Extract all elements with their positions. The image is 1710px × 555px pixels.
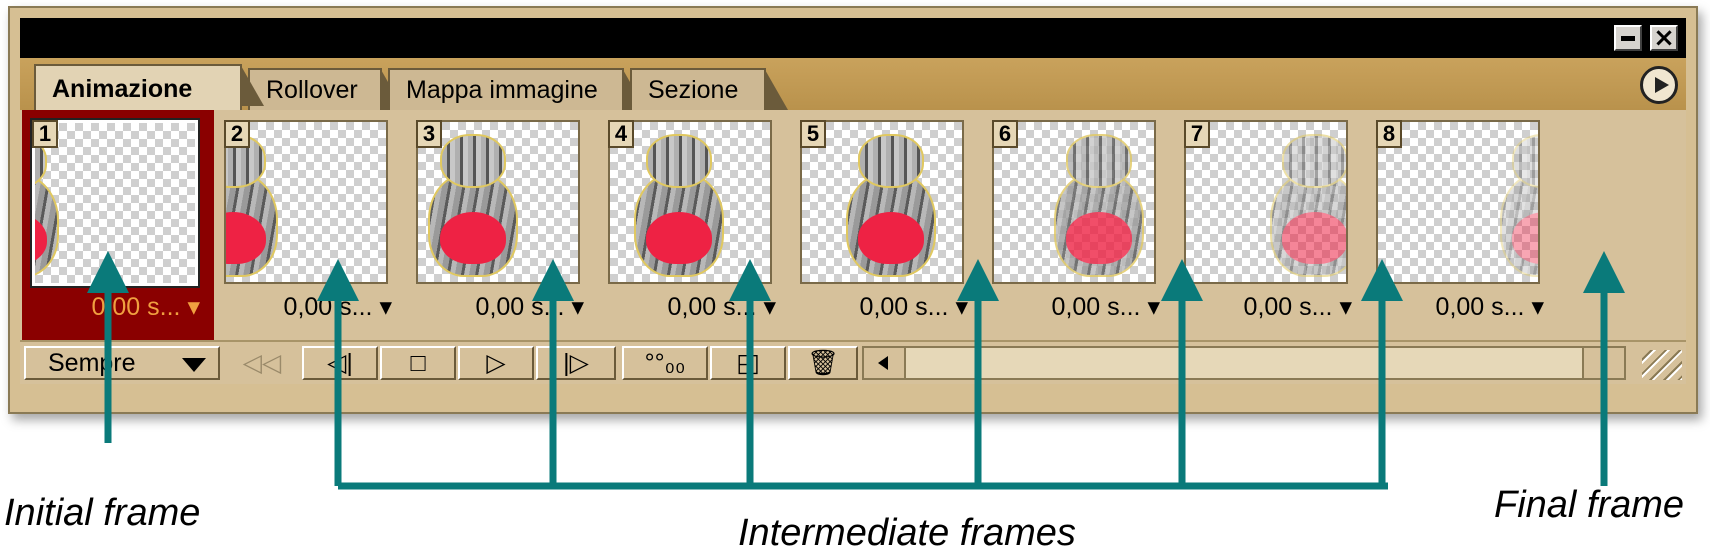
initial-frame-label: Initial frame xyxy=(4,492,201,534)
frame-delay-dropdown[interactable]: 0,00 s... ▾ xyxy=(1243,293,1352,321)
stop-button[interactable]: □ xyxy=(380,346,456,380)
frame-4[interactable]: 4 0,00 s... ▾ xyxy=(598,110,790,340)
cat-image xyxy=(35,135,69,283)
animation-palette: × Animazione Rollover Mappa immagine Sez… xyxy=(8,6,1698,414)
tween-icon: °°₀₀ xyxy=(644,349,686,377)
frame-thumbnail xyxy=(416,120,580,284)
frame-1[interactable]: 1 0,00 s... ▾ xyxy=(22,110,214,340)
close-icon: × xyxy=(1653,23,1675,53)
frame-thumbnail xyxy=(608,120,772,284)
cat-image xyxy=(836,134,946,282)
title-bar[interactable]: × xyxy=(20,18,1686,58)
frame-delay-dropdown[interactable]: 0,00 s... ▾ xyxy=(859,293,968,321)
tab-rollover[interactable]: Rollover xyxy=(248,68,404,110)
frame-number: 1 xyxy=(32,120,58,148)
tab-strip: Animazione Rollover Mappa immagine Sezio… xyxy=(20,58,1686,110)
frame-number: 8 xyxy=(1376,120,1402,148)
animation-toolbar: Sempre ◁◁ ◁| □ ▷ |▷ °°₀₀ ◰ 🗑 xyxy=(20,340,1686,384)
chevron-down-icon xyxy=(182,358,206,372)
tab-animazione[interactable]: Animazione xyxy=(34,64,264,110)
tween-button[interactable]: °°₀₀ xyxy=(622,346,708,380)
frame-thumbnail xyxy=(30,118,200,288)
frame-delay-dropdown[interactable]: 0,00 s... ▾ xyxy=(91,293,200,321)
frame-5[interactable]: 5 0,00 s... ▾ xyxy=(790,110,982,340)
frame-thumbnail xyxy=(1376,120,1540,284)
minimize-button[interactable] xyxy=(1614,25,1642,51)
horizontal-scrollbar[interactable] xyxy=(862,346,1626,380)
frame-thumbnail xyxy=(224,120,388,284)
stop-icon: □ xyxy=(410,349,426,377)
cat-image xyxy=(1044,134,1154,282)
cat-image xyxy=(418,134,528,282)
frame-thumbnail xyxy=(992,120,1156,284)
frame-delay-dropdown[interactable]: 0,00 s... ▾ xyxy=(1051,293,1160,321)
rewind-button[interactable]: ◁◁ xyxy=(224,346,300,380)
delete-frame-button[interactable]: 🗑 xyxy=(788,346,858,380)
cat-image xyxy=(1490,134,1538,282)
frame-number: 2 xyxy=(224,120,250,148)
intermediate-frames-label: Intermediate frames xyxy=(738,512,1076,554)
frame-number: 4 xyxy=(608,120,634,148)
tab-mappa-immagine[interactable]: Mappa immagine xyxy=(388,68,646,110)
frame-thumbnail xyxy=(1184,120,1348,284)
rewind-icon: ◁◁ xyxy=(242,349,282,377)
frame-strip: 1 0,00 s... ▾ 2 0,00 s... ▾ 3 0,00 s... … xyxy=(20,110,1686,340)
tab-sezione[interactable]: Sezione xyxy=(630,68,788,110)
frame-delay-dropdown[interactable]: 0,00 s... ▾ xyxy=(1435,293,1544,321)
previous-frame-icon: ◁| xyxy=(327,349,353,377)
final-frame-label: Final frame xyxy=(1494,484,1685,526)
frame-number: 6 xyxy=(992,120,1018,148)
trash-icon: 🗑 xyxy=(807,349,839,377)
next-frame-button[interactable]: |▷ xyxy=(536,346,616,380)
frame-delay-dropdown[interactable]: 0,00 s... ▾ xyxy=(475,293,584,321)
frame-7[interactable]: 7 0,00 s... ▾ xyxy=(1174,110,1366,340)
frame-delay-dropdown[interactable]: 0,00 s... ▾ xyxy=(667,293,776,321)
resize-grip-icon[interactable] xyxy=(1642,350,1682,380)
frame-3[interactable]: 3 0,00 s... ▾ xyxy=(406,110,598,340)
scroll-left-arrow-icon[interactable] xyxy=(864,348,906,378)
play-icon: ▷ xyxy=(486,349,506,377)
close-button[interactable]: × xyxy=(1650,23,1678,53)
cat-image xyxy=(226,134,288,282)
duplicate-frame-icon: ◰ xyxy=(736,349,760,377)
palette-menu-button[interactable] xyxy=(1640,66,1678,104)
frame-number: 3 xyxy=(416,120,442,148)
scroll-right-arrow-icon[interactable] xyxy=(1582,348,1624,378)
frame-2[interactable]: 2 0,00 s... ▾ xyxy=(214,110,406,340)
frame-number: 5 xyxy=(800,120,826,148)
cat-image xyxy=(624,134,734,282)
play-button[interactable]: ▷ xyxy=(458,346,534,380)
loop-value: Sempre xyxy=(48,349,136,377)
previous-frame-button[interactable]: ◁| xyxy=(302,346,378,380)
next-frame-icon: |▷ xyxy=(563,349,589,377)
frame-thumbnail xyxy=(800,120,964,284)
loop-select[interactable]: Sempre xyxy=(24,346,220,380)
frame-6[interactable]: 6 0,00 s... ▾ xyxy=(982,110,1174,340)
cat-image xyxy=(1260,134,1346,282)
frame-8[interactable]: 8 0,00 s... ▾ xyxy=(1366,110,1558,340)
duplicate-frame-button[interactable]: ◰ xyxy=(710,346,786,380)
frame-number: 7 xyxy=(1184,120,1210,148)
frame-delay-dropdown[interactable]: 0,00 s... ▾ xyxy=(283,293,392,321)
